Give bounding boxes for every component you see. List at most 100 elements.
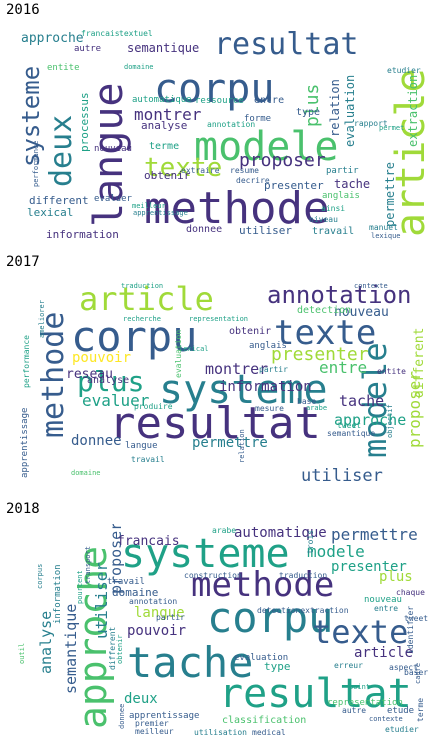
cloud-word: point: [349, 683, 371, 691]
cloud-word: evaluation: [174, 329, 183, 378]
cloud-word: corpus: [36, 563, 44, 589]
cloud-word: semantique: [62, 603, 80, 694]
cloud-word: pouvoir: [127, 623, 187, 639]
cloud-word: analyse: [141, 119, 188, 132]
cloud-word: anglais: [249, 341, 287, 351]
year-label-2017: 2017: [6, 254, 40, 270]
cloud-word: presenter: [264, 179, 324, 192]
cloud-word: resultat: [214, 27, 359, 62]
cloud-word: automatique: [234, 525, 327, 541]
cloud-word: texte: [274, 313, 377, 353]
cloud-word: permettre: [192, 435, 268, 451]
cloud-word: etudier: [387, 66, 421, 75]
cloud-word: etudier: [385, 725, 419, 734]
cloud-word: permettre: [331, 525, 418, 544]
cloud-word: nouveau: [94, 144, 132, 154]
cloud-word: semantique: [127, 41, 200, 55]
cloud-word: pouvoir: [72, 350, 132, 366]
cloud-word: modele: [307, 542, 365, 561]
cloud-word: ressource: [195, 96, 244, 106]
cloud-word: contexte: [369, 715, 403, 723]
cloud-word: semantique: [327, 429, 376, 438]
cloud-word: proposer: [239, 150, 326, 171]
cloud-word: plus: [302, 83, 323, 127]
cloud-word: domaine: [124, 63, 154, 71]
wordcloud-2018: corpu systeme methode tache resultat app…: [9, 524, 432, 737]
cloud-word: different: [412, 327, 427, 398]
cloud-word: texte: [144, 153, 223, 183]
cloud-word: tweet: [404, 614, 429, 623]
cloud-word: deux: [44, 114, 79, 187]
cloud-word: obtenir: [229, 326, 272, 337]
cloud-word: objectif: [386, 404, 394, 438]
year-label-2018: 2018: [6, 501, 40, 517]
cloud-word: anglais: [322, 191, 360, 201]
cloud-word: entite: [377, 367, 406, 376]
cloud-word: modele: [194, 124, 339, 170]
cloud-word: traduction: [121, 282, 164, 290]
cloud-word: apprentissage: [133, 209, 188, 217]
cloud-word: domaine: [112, 586, 159, 599]
cloud-word: article: [79, 280, 214, 318]
cloud-word: donnee: [186, 224, 223, 235]
cloud-word: francais: [117, 534, 180, 549]
cloud-word: rapport: [354, 119, 388, 128]
cloud-word: approche: [21, 31, 84, 46]
cloud-word: ameliorer: [38, 300, 46, 338]
cloud-word: lexique: [371, 232, 401, 240]
cloud-word: annotation: [129, 597, 178, 606]
cloud-word: classification: [222, 715, 307, 726]
cloud-word: ainsi: [321, 204, 346, 213]
cloud-word: baser: [404, 668, 429, 677]
cloud-word: lexical: [27, 206, 74, 219]
cloud-word: plus: [77, 365, 145, 398]
cloud-word: partir: [326, 166, 359, 176]
cloud-word: resultat: [109, 398, 321, 449]
cloud-word: terme: [149, 141, 180, 152]
cloud-word: performance: [32, 140, 40, 187]
cloud-word: different: [29, 194, 89, 207]
cloud-word: tweet: [337, 421, 362, 430]
cloud-word: langue: [134, 605, 185, 621]
cloud-word: resume: [230, 166, 259, 175]
cloud-word: donnee: [118, 703, 126, 729]
cloud-word: arabe: [212, 526, 237, 535]
cloud-word: relation: [328, 79, 342, 137]
cloud-word: detection: [297, 305, 352, 316]
cloud-word: performance: [22, 335, 31, 388]
cloud-word: textuel: [119, 29, 153, 38]
cloud-word: medical: [252, 728, 286, 737]
cloud-word: manuel: [369, 223, 398, 232]
cloud-word: evaluer: [94, 194, 132, 204]
cloud-word: texte: [312, 613, 409, 651]
cloud-word: permet: [379, 124, 405, 132]
cloud-word: presenter: [271, 344, 369, 365]
cloud-word: trois: [306, 529, 315, 554]
cloud-word: base: [297, 397, 317, 406]
cloud-word: transport: [84, 546, 92, 584]
cloud-word: plus: [379, 569, 413, 585]
cloud-word: utiliser: [239, 224, 292, 237]
cloud-word: apprentissage: [129, 711, 200, 721]
cloud-word: corpu: [207, 593, 334, 642]
cloud-word: travail: [107, 577, 145, 587]
cloud-word: corpu: [71, 312, 198, 361]
cloud-word: etude: [387, 706, 415, 716]
cloud-word: travail: [312, 226, 355, 237]
year-label-2016: 2016: [6, 2, 40, 18]
cloud-word: annotation: [267, 281, 412, 309]
cloud-word: utilisation: [194, 728, 247, 737]
cloud-word: evaluation: [343, 74, 357, 147]
cloud-word: arabe: [306, 404, 328, 412]
cloud-word: construction: [184, 571, 242, 580]
cloud-word: deux: [124, 691, 158, 707]
cloud-word: apprentissage: [20, 407, 30, 478]
cloud-word: domaine: [71, 469, 101, 477]
cloud-word: meilleur: [135, 727, 174, 736]
cloud-word: nouveau: [364, 595, 402, 605]
cloud-word: information: [46, 228, 119, 241]
cloud-word: corpu: [154, 66, 275, 112]
cloud-word: detectionextraction: [257, 606, 349, 615]
cloud-word: relation: [238, 429, 246, 463]
cloud-word: information: [53, 564, 63, 624]
